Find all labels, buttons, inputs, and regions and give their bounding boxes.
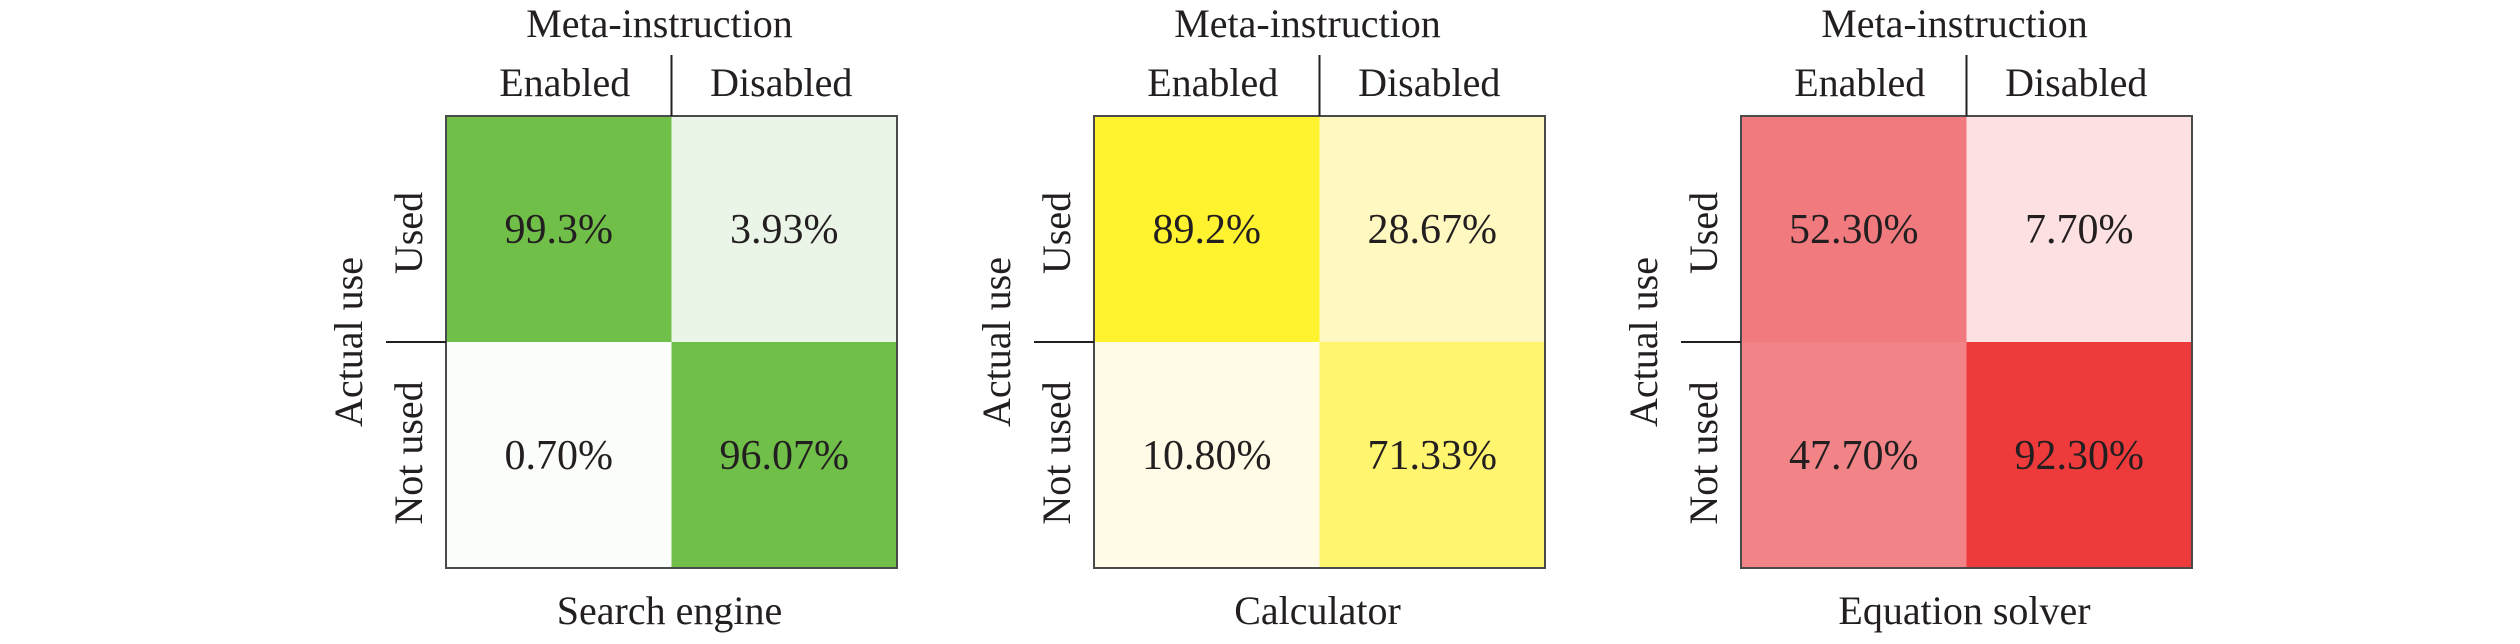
- cell-value-label: 28.67%: [1368, 207, 1498, 253]
- cell-value-label: 0.70%: [505, 433, 614, 479]
- heatmap-cell: [1966, 342, 2192, 568]
- heatmap-cell: [1741, 116, 1967, 342]
- y-tick-label: Used: [1681, 192, 1726, 274]
- y-tick-label: Not used: [1681, 381, 1726, 524]
- y-tick-label: Not used: [386, 381, 431, 524]
- y-tick-label: Used: [1034, 192, 1079, 274]
- x-tick-label: Disabled: [2005, 60, 2147, 105]
- x-tick-label: Disabled: [710, 60, 852, 105]
- heatmap-cell: [1319, 342, 1545, 568]
- confusion-matrix-3: 52.30% 7.70% 47.70% 92.30% Meta-instruction E…: [1621, 1, 2193, 633]
- y-axis-title: Actual use: [1621, 257, 1666, 427]
- x-tick-label: Enabled: [499, 60, 630, 105]
- y-tick-label: Used: [386, 192, 431, 274]
- heatmap-cell: [1094, 116, 1320, 342]
- chart-title: Equation solver: [1838, 588, 2090, 633]
- y-axis-title: Actual use: [974, 257, 1019, 427]
- cell-value-label: 3.93%: [730, 207, 839, 253]
- chart-title: Calculator: [1234, 588, 1401, 633]
- heatmap-cell: [446, 342, 672, 568]
- heatmap-cell: [1966, 116, 2192, 342]
- confusion-matrix-2: 89.2% 28.67% 10.80% 71.33% Meta-instruction E…: [974, 1, 1546, 633]
- cell-value-label: 89.2%: [1153, 207, 1262, 253]
- cell-value-label: 71.33%: [1368, 433, 1498, 479]
- y-axis-title: Actual use: [326, 257, 371, 427]
- chart-title: Search engine: [557, 588, 782, 633]
- cell-value-label: 10.80%: [1142, 433, 1272, 479]
- cell-value-label: 7.70%: [2025, 207, 2134, 253]
- cell-value-label: 99.3%: [505, 207, 614, 253]
- x-tick-label: Enabled: [1794, 60, 1925, 105]
- y-tick-label: Not used: [1034, 381, 1079, 524]
- cell-value-label: 52.30%: [1789, 207, 1919, 253]
- cell-value-label: 47.70%: [1789, 433, 1919, 479]
- heatmap-cell: [1094, 342, 1320, 568]
- x-tick-label: Disabled: [1358, 60, 1500, 105]
- heatmap-cell: [1741, 342, 1967, 568]
- heatmap-cell: [671, 116, 897, 342]
- confusion-matrix-1: 99.3% 3.93% 0.70% 96.07% Meta-instruction Ena…: [326, 1, 898, 633]
- x-tick-label: Enabled: [1147, 60, 1278, 105]
- heatmap-cell: [1319, 116, 1545, 342]
- cell-value-label: 96.07%: [720, 433, 850, 479]
- heatmap-cell: [671, 342, 897, 568]
- x-axis-title: Meta-instruction: [1174, 1, 1441, 46]
- x-axis-title: Meta-instruction: [526, 1, 793, 46]
- x-axis-title: Meta-instruction: [1821, 1, 2088, 46]
- heatmap-cell: [446, 116, 672, 342]
- cell-value-label: 92.30%: [2015, 433, 2145, 479]
